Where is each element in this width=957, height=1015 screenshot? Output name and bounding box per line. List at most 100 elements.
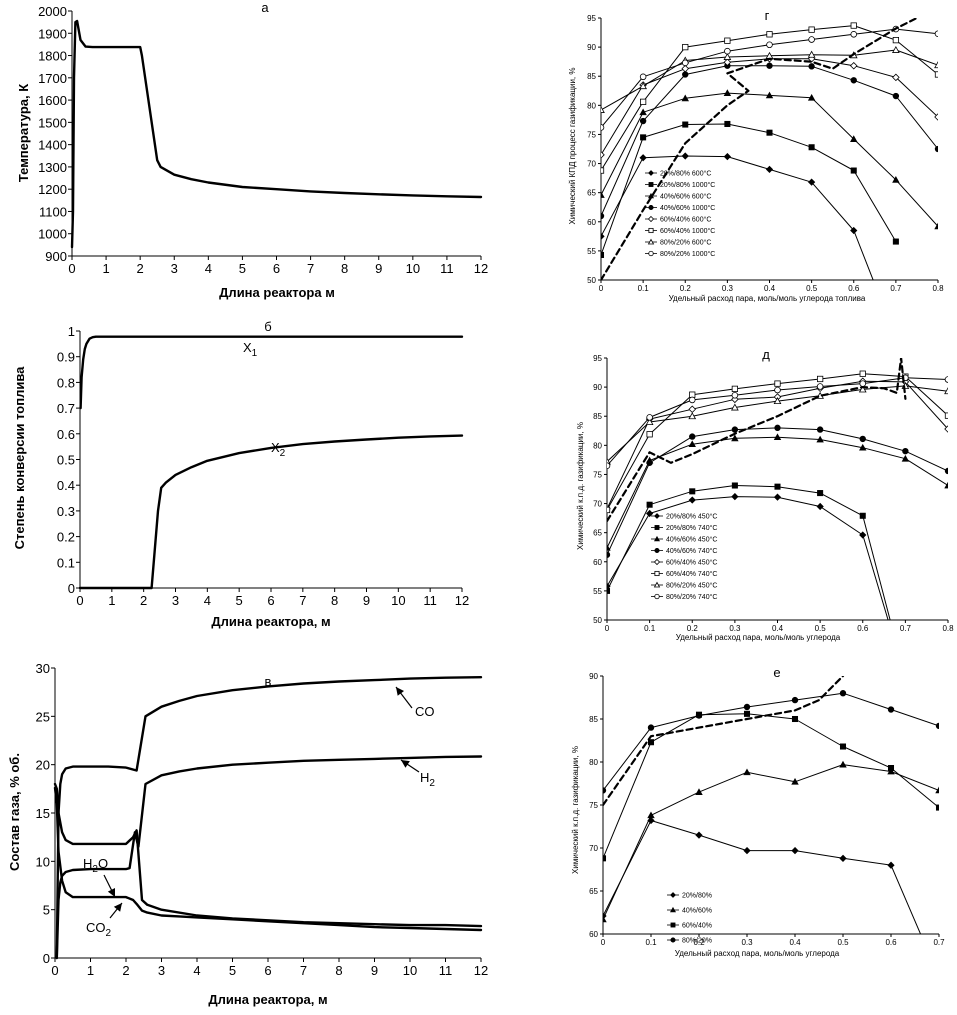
data-point <box>724 120 731 127</box>
y-tick-label: 1 <box>68 324 75 339</box>
legend-label: 20%/80% 450°C <box>666 513 717 521</box>
legend-marker <box>648 204 654 211</box>
x-tick-label: 1 <box>108 593 115 608</box>
legend: 20%/80% 40%/60% 60%/40% 80%/20% <box>667 892 712 945</box>
x-tick-label: 5 <box>239 261 246 276</box>
data-point <box>743 768 751 776</box>
data-point <box>902 447 909 455</box>
chart-efficiency-d: 0 0.1 0.2 0.3 0.4 0.5 0.6 0.7 0.8 50 55 60 65 70 75 80 8… <box>576 347 954 642</box>
legend-item: 60%/40% <box>667 923 712 930</box>
legend-label: 40%/60% 450°C <box>666 536 717 544</box>
data-point <box>892 37 899 44</box>
legend-item: 80%/20% 450°C <box>651 582 717 590</box>
series-40-60-740-c-line <box>607 427 948 556</box>
y-tick-label: 0.9 <box>57 350 75 365</box>
x-tick-label: 6 <box>267 593 274 608</box>
data-point <box>859 512 866 519</box>
data-point <box>603 855 607 862</box>
data-point <box>647 811 655 819</box>
legend-label: 20%/80% <box>682 893 712 900</box>
series-line-t <box>70 19 483 249</box>
x-tick-label: 5 <box>236 593 243 608</box>
data-point <box>731 434 739 442</box>
y-tick-label: 1900 <box>38 26 67 41</box>
y-tick-label: 0.4 <box>57 478 75 493</box>
chart-temperature: 0 1 2 3 4 5 6 7 8 9 10 11 12900100011001200130014001… <box>16 0 488 300</box>
legend-label: 40%/60% 1000°C <box>660 204 715 212</box>
data-point <box>858 385 867 393</box>
legend-label: 20%/80% 600°C <box>660 170 711 178</box>
x-tick-label: 0.5 <box>837 938 849 947</box>
chart-title: д <box>762 347 770 362</box>
x-tick-label: 10 <box>391 593 405 608</box>
data-point <box>724 37 731 44</box>
data-point <box>816 383 824 390</box>
y-tick-label: 95 <box>593 354 602 363</box>
legend-marker <box>654 547 660 554</box>
x-axis-label: Удельный расход пара, моль/моль углерода… <box>669 294 866 303</box>
data-point <box>601 105 605 113</box>
data-point <box>887 861 895 869</box>
x-tick-label: 0 <box>68 261 75 276</box>
data-point <box>791 846 799 855</box>
data-point <box>681 64 690 73</box>
y-tick-label: 70 <box>589 844 598 853</box>
x-axis-label: Длина реактора, м <box>208 992 327 1007</box>
x-tick-label: 10 <box>406 261 420 276</box>
series-60-40-600-c-line <box>601 58 938 156</box>
label-h2: H2 <box>420 770 435 789</box>
data-point <box>731 385 738 392</box>
data-point <box>695 831 703 839</box>
data-point <box>766 31 773 38</box>
series-20-80--line <box>603 820 922 934</box>
x-tick-label: 0.3 <box>729 624 741 633</box>
x-axis-label: Удельный расход пара, моль/моль углерода <box>676 633 841 642</box>
x-tick-label: 0 <box>599 284 604 293</box>
x-tick-label: 8 <box>335 963 342 978</box>
data-point <box>688 496 696 504</box>
legend-item: 40%/60% 600°C <box>645 193 711 201</box>
x-tick-label: 7 <box>300 963 307 978</box>
y-tick-label: 0.2 <box>57 530 75 545</box>
data-point <box>887 767 895 775</box>
y-tick-label: 55 <box>593 587 602 596</box>
data-point <box>723 58 732 67</box>
x-tick-label: 8 <box>341 261 348 276</box>
x-tick-label: 0.4 <box>789 938 801 947</box>
data-point <box>808 36 815 43</box>
data-point <box>603 915 607 923</box>
y-tick-label: 0.7 <box>57 401 75 416</box>
y-tick-label: 70 <box>593 500 602 509</box>
legend-item: 20%/80% 1000°C <box>645 181 715 189</box>
legend-marker <box>647 238 655 245</box>
legend-label: 40%/60% 740°C <box>666 547 717 555</box>
series-20-80-740-c-line <box>607 485 891 620</box>
data-point <box>682 43 689 51</box>
y-tick-label: 90 <box>587 43 596 52</box>
series-line-co2 <box>53 786 483 932</box>
data-point <box>892 238 899 245</box>
data-point <box>607 462 611 469</box>
data-point <box>892 73 900 82</box>
legend-label: 60%/40% 450°C <box>666 559 717 567</box>
envelope-dashed-line <box>601 18 918 280</box>
legend-item: 40%/60% 740°C <box>651 547 717 555</box>
x-tick-label: 12 <box>474 963 488 978</box>
data-point <box>934 61 938 69</box>
data-point <box>935 786 939 794</box>
data-layer <box>601 18 938 280</box>
chart-efficiency-e: 0 0.1 0.2 0.3 0.4 0.5 0.6 0.7 60 65 70 75 80 85 90 е Уде… <box>571 665 945 958</box>
x-tick-label: 8 <box>331 593 338 608</box>
y-tick-label: 60 <box>593 558 602 567</box>
legend-label: 60%/40% 600°C <box>660 216 711 224</box>
data-point <box>688 396 696 404</box>
legend-label: 80%/20% 740°C <box>666 593 717 601</box>
data-point <box>850 31 858 38</box>
x-tick-label: 1 <box>87 963 94 978</box>
x-tick-label: 2 <box>122 963 129 978</box>
data-point <box>603 787 607 794</box>
data-point <box>839 690 847 697</box>
data-point <box>934 113 938 121</box>
x-tick-label: 0.6 <box>848 284 860 293</box>
x-tick-label: 9 <box>371 963 378 978</box>
